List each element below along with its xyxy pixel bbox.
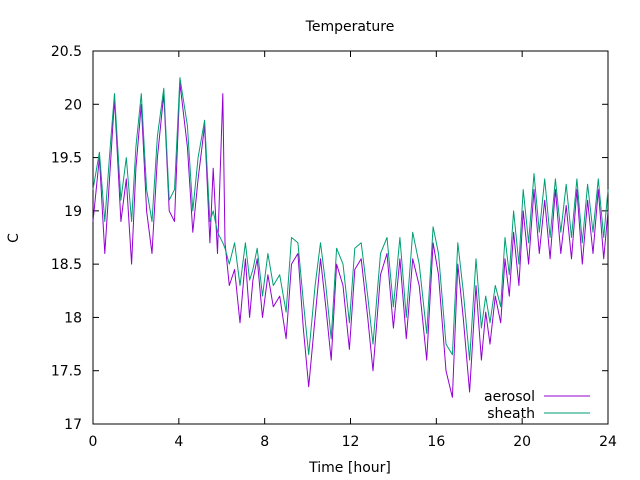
- x-tick-label: 8: [260, 434, 269, 450]
- series-line-sheath: [92, 77, 609, 361]
- y-tick-label: 17.5: [51, 364, 82, 380]
- y-tick-label: 20: [64, 97, 82, 113]
- legend-label-sheath: sheath: [487, 406, 535, 422]
- x-tick-label: 20: [513, 434, 531, 450]
- legend-label-aerosol: aerosol: [484, 389, 535, 405]
- series-layer: [92, 77, 609, 398]
- y-tick-label: 19.5: [51, 151, 82, 167]
- x-tick-label: 4: [174, 434, 183, 450]
- x-axis-label: Time [hour]: [308, 460, 391, 476]
- y-tick-label: 19: [64, 204, 82, 220]
- y-tick-label: 18.5: [51, 257, 82, 273]
- series-line-aerosol: [92, 82, 609, 398]
- chart-title: Temperature: [305, 19, 395, 35]
- y-tick-label: 17: [64, 417, 82, 433]
- x-tick-label: 12: [342, 434, 360, 450]
- y-axis: 17 17.5 18 18.5 19 19.5 20 20.5: [51, 44, 608, 433]
- x-tick-label: 24: [599, 434, 617, 450]
- y-tick-label: 20.5: [51, 44, 82, 60]
- y-tick-label: 18: [64, 310, 82, 326]
- x-axis: 0 4 8 12 16 20 24: [89, 51, 617, 450]
- x-tick-label: 0: [89, 434, 98, 450]
- x-tick-label: 16: [427, 434, 445, 450]
- y-axis-label: C: [6, 233, 22, 243]
